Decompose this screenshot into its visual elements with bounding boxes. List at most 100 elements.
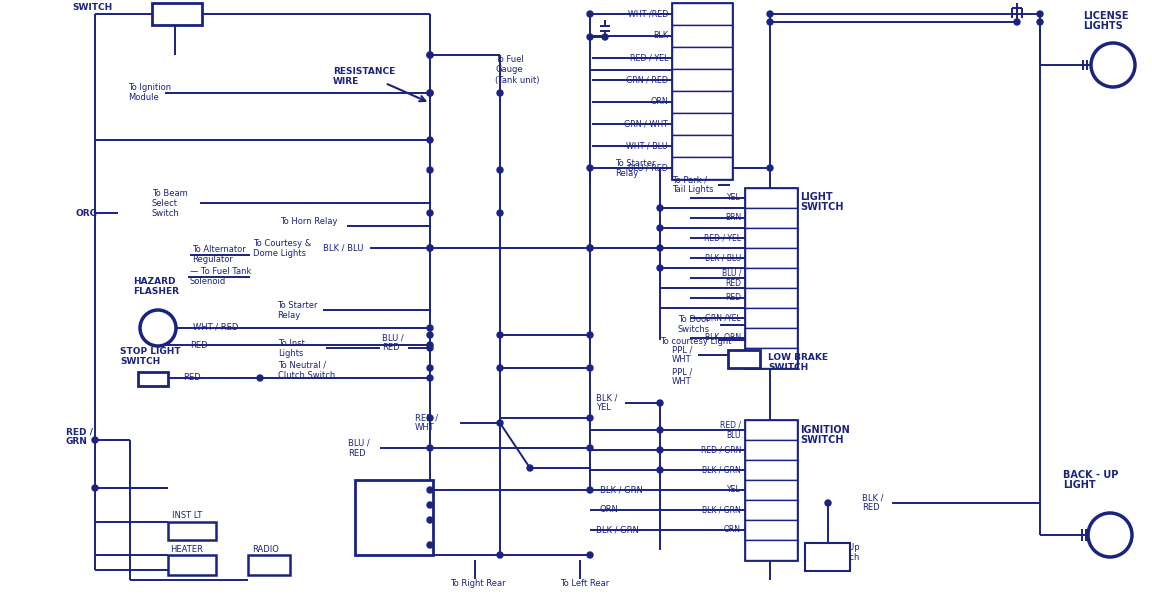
Circle shape <box>1091 43 1135 87</box>
Text: SWITCH: SWITCH <box>120 358 160 367</box>
Circle shape <box>497 420 503 426</box>
Bar <box>355 480 433 555</box>
Text: — To Fuel Tank: — To Fuel Tank <box>190 267 251 276</box>
Text: WHT: WHT <box>415 424 434 433</box>
Text: To Beam: To Beam <box>152 189 188 197</box>
Circle shape <box>427 52 433 58</box>
Text: LOW BRAKE: LOW BRAKE <box>768 353 828 362</box>
Text: To Courtesy &: To Courtesy & <box>253 238 311 247</box>
Text: Dome Lights: Dome Lights <box>253 249 306 258</box>
Bar <box>248 555 290 575</box>
Bar <box>672 69 732 91</box>
Text: BLU /: BLU / <box>348 439 370 448</box>
Circle shape <box>427 345 433 351</box>
Circle shape <box>427 90 433 96</box>
Text: BLK / GRN: BLK / GRN <box>703 506 741 514</box>
Circle shape <box>588 415 593 421</box>
Circle shape <box>497 210 503 216</box>
Circle shape <box>588 245 593 251</box>
Text: IGNITION: IGNITION <box>799 425 850 435</box>
Text: RED: RED <box>382 344 400 353</box>
Text: Relay: Relay <box>615 169 638 177</box>
Text: RADIO: RADIO <box>252 546 279 555</box>
Circle shape <box>427 52 433 58</box>
Text: BLK / BLU: BLK / BLU <box>705 253 741 263</box>
Circle shape <box>1037 11 1043 17</box>
Circle shape <box>1087 513 1132 557</box>
Circle shape <box>427 210 433 216</box>
Circle shape <box>497 90 503 96</box>
Text: RESISTANCE: RESISTANCE <box>333 68 395 76</box>
Bar <box>745 308 797 328</box>
Text: Relay: Relay <box>276 310 301 319</box>
Text: 3A: 3A <box>185 526 197 534</box>
Text: WIRE: WIRE <box>333 77 359 87</box>
Text: YEL: YEL <box>596 404 611 413</box>
Text: STOP LIGHT: STOP LIGHT <box>120 347 181 356</box>
Text: BLK /: BLK / <box>862 494 884 503</box>
Circle shape <box>427 167 433 173</box>
Circle shape <box>427 342 433 348</box>
Circle shape <box>497 332 503 338</box>
Circle shape <box>427 375 433 381</box>
Circle shape <box>427 502 433 508</box>
Circle shape <box>427 445 433 451</box>
Text: To Neutral /: To Neutral / <box>278 361 326 370</box>
Circle shape <box>825 500 831 506</box>
Text: Clutch Switch: Clutch Switch <box>278 370 335 379</box>
Text: SWITCH: SWITCH <box>71 4 112 13</box>
Circle shape <box>588 11 593 17</box>
Text: To Right Rear: To Right Rear <box>450 580 506 589</box>
Text: Lights: Lights <box>278 348 303 358</box>
Text: Switchs: Switchs <box>679 325 710 335</box>
Circle shape <box>497 365 503 371</box>
Text: SWITCH: SWITCH <box>799 202 843 212</box>
Circle shape <box>588 487 593 493</box>
Circle shape <box>588 245 593 251</box>
Circle shape <box>657 467 664 473</box>
Text: RED /
BLU: RED / BLU <box>720 420 741 440</box>
Text: WHT / BLU: WHT / BLU <box>627 142 668 151</box>
Circle shape <box>588 445 593 451</box>
Circle shape <box>588 332 593 338</box>
Bar <box>745 188 797 208</box>
Text: Solenoid: Solenoid <box>190 278 226 287</box>
Text: RED: RED <box>348 448 365 457</box>
Circle shape <box>497 552 503 558</box>
Circle shape <box>657 447 664 453</box>
Text: BLK / BLU: BLK / BLU <box>323 243 363 252</box>
Text: Switch: Switch <box>152 209 180 218</box>
Text: RED: RED <box>725 293 741 302</box>
Bar <box>728 350 760 368</box>
Circle shape <box>427 487 433 493</box>
Text: RED / YEL: RED / YEL <box>704 234 741 243</box>
Text: To Fuel: To Fuel <box>495 56 524 65</box>
Text: BLK / GRN: BLK / GRN <box>596 526 639 534</box>
Text: PPL /: PPL / <box>672 367 692 376</box>
Text: FUSE: FUSE <box>373 482 401 492</box>
Text: LIGHT: LIGHT <box>1063 480 1096 490</box>
Text: To Starter: To Starter <box>276 301 318 310</box>
Text: GRN / WHT: GRN / WHT <box>624 120 668 128</box>
Text: BACK - UP: BACK - UP <box>1063 470 1119 480</box>
Text: ORN: ORN <box>723 526 741 534</box>
Text: BLK /: BLK / <box>596 393 617 402</box>
Bar <box>745 228 797 248</box>
Text: HAZARD: HAZARD <box>132 278 175 287</box>
Bar <box>745 348 797 368</box>
Text: PPL /: PPL / <box>672 345 692 355</box>
Text: Module: Module <box>128 94 159 102</box>
Text: To Horn Relay: To Horn Relay <box>280 218 338 226</box>
Text: GRN: GRN <box>66 437 88 446</box>
Circle shape <box>427 517 433 523</box>
Text: RED / GRN: RED / GRN <box>700 445 741 454</box>
Circle shape <box>427 90 433 96</box>
Circle shape <box>657 225 664 231</box>
Text: To courtesy Light: To courtesy Light <box>660 338 732 347</box>
Text: RED: RED <box>183 373 200 382</box>
Text: To Inst.: To Inst. <box>278 339 308 347</box>
Bar <box>745 328 797 348</box>
Text: To Ignition: To Ignition <box>128 83 172 93</box>
Text: To Door: To Door <box>679 315 710 324</box>
Bar <box>138 372 168 386</box>
